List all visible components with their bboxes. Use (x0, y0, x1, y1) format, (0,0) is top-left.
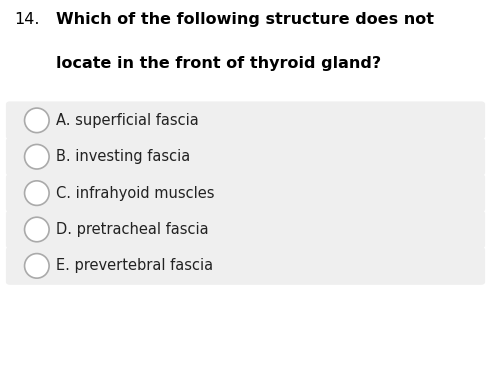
Text: E. prevertebral fascia: E. prevertebral fascia (56, 259, 214, 273)
FancyBboxPatch shape (6, 211, 485, 248)
Ellipse shape (25, 108, 49, 133)
Text: B. investing fascia: B. investing fascia (56, 149, 191, 164)
Text: Which of the following structure does not: Which of the following structure does no… (56, 12, 435, 27)
FancyBboxPatch shape (6, 138, 485, 176)
Text: C. infrahyoid muscles: C. infrahyoid muscles (56, 186, 215, 200)
Text: 14.: 14. (15, 12, 40, 27)
FancyBboxPatch shape (6, 101, 485, 139)
Text: D. pretracheal fascia: D. pretracheal fascia (56, 222, 209, 237)
Text: A. superficial fascia: A. superficial fascia (56, 113, 199, 128)
FancyBboxPatch shape (6, 174, 485, 212)
Ellipse shape (25, 144, 49, 169)
Ellipse shape (25, 181, 49, 205)
Ellipse shape (25, 253, 49, 278)
Ellipse shape (25, 217, 49, 242)
Text: locate in the front of thyroid gland?: locate in the front of thyroid gland? (56, 56, 382, 71)
FancyBboxPatch shape (6, 247, 485, 285)
